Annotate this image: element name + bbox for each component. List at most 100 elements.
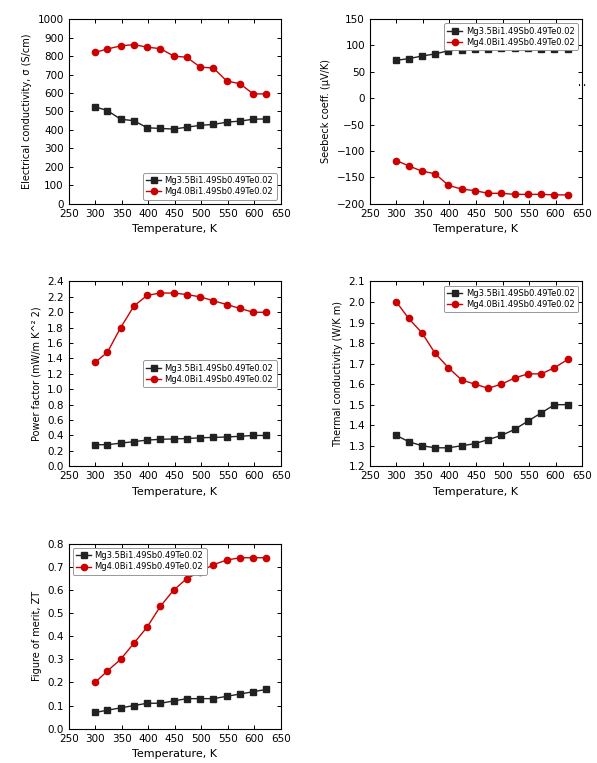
Mg4.0Bi1.49Sb0.49Te0.02 — [250, 553, 257, 562]
Mg3.5Bi1.49Sb0.49Te0.02 — [250, 687, 257, 697]
Mg4.0Bi1.49Sb0.49Te0.02 — [458, 185, 465, 194]
Line: Mg3.5Bi1.49Sb0.49Te0.02: Mg3.5Bi1.49Sb0.49Te0.02 — [92, 104, 270, 132]
Mg3.5Bi1.49Sb0.49Te0.02 — [432, 443, 439, 452]
Mg4.0Bi1.49Sb0.49Te0.02 — [143, 43, 150, 52]
Mg3.5Bi1.49Sb0.49Te0.02 — [511, 425, 518, 434]
Mg3.5Bi1.49Sb0.49Te0.02 — [511, 43, 518, 53]
Mg4.0Bi1.49Sb0.49Te0.02 — [223, 300, 230, 309]
Mg4.0Bi1.49Sb0.49Te0.02 — [551, 190, 558, 199]
Mg4.0Bi1.49Sb0.49Te0.02 — [236, 304, 244, 313]
Mg4.0Bi1.49Sb0.49Te0.02 — [472, 186, 479, 195]
Mg3.5Bi1.49Sb0.49Te0.02 — [104, 706, 111, 715]
Mg3.5Bi1.49Sb0.49Te0.02 — [458, 441, 465, 450]
Mg4.0Bi1.49Sb0.49Te0.02 — [564, 190, 571, 199]
Mg4.0Bi1.49Sb0.49Te0.02 — [418, 328, 426, 337]
Mg3.5Bi1.49Sb0.49Te0.02 — [130, 116, 137, 125]
Mg3.5Bi1.49Sb0.49Te0.02 — [143, 436, 150, 445]
Mg4.0Bi1.49Sb0.49Te0.02 — [210, 560, 217, 569]
Mg3.5Bi1.49Sb0.49Te0.02 — [551, 44, 558, 53]
Mg3.5Bi1.49Sb0.49Te0.02 — [104, 440, 111, 449]
Mg3.5Bi1.49Sb0.49Te0.02 — [236, 690, 244, 699]
Mg3.5Bi1.49Sb0.49Te0.02 — [250, 114, 257, 124]
Mg3.5Bi1.49Sb0.49Te0.02 — [157, 699, 164, 708]
Mg3.5Bi1.49Sb0.49Te0.02 — [418, 441, 426, 450]
Mg3.5Bi1.49Sb0.49Te0.02 — [223, 118, 230, 127]
Line: Mg3.5Bi1.49Sb0.49Te0.02: Mg3.5Bi1.49Sb0.49Te0.02 — [393, 45, 571, 63]
Mg4.0Bi1.49Sb0.49Te0.02 — [170, 585, 177, 594]
Mg3.5Bi1.49Sb0.49Te0.02 — [263, 685, 270, 694]
Mg3.5Bi1.49Sb0.49Te0.02 — [170, 697, 177, 706]
Mg3.5Bi1.49Sb0.49Te0.02 — [210, 433, 217, 442]
Mg3.5Bi1.49Sb0.49Te0.02 — [183, 123, 190, 132]
Mg3.5Bi1.49Sb0.49Te0.02 — [196, 433, 204, 443]
Mg4.0Bi1.49Sb0.49Te0.02 — [485, 188, 492, 198]
Mg4.0Bi1.49Sb0.49Te0.02 — [432, 349, 439, 358]
Mg3.5Bi1.49Sb0.49Te0.02 — [130, 437, 137, 446]
Mg3.5Bi1.49Sb0.49Te0.02 — [472, 44, 479, 53]
Mg4.0Bi1.49Sb0.49Te0.02 — [183, 574, 190, 583]
Mg3.5Bi1.49Sb0.49Te0.02 — [170, 434, 177, 443]
Mg3.5Bi1.49Sb0.49Te0.02 — [117, 439, 124, 448]
Mg3.5Bi1.49Sb0.49Te0.02 — [143, 123, 150, 132]
Mg4.0Bi1.49Sb0.49Te0.02 — [498, 188, 505, 198]
Mg3.5Bi1.49Sb0.49Te0.02 — [91, 708, 99, 717]
Mg4.0Bi1.49Sb0.49Te0.02 — [170, 51, 177, 60]
Y-axis label: Electrical conductivity, σ (S/cm): Electrical conductivity, σ (S/cm) — [22, 34, 32, 189]
Mg3.5Bi1.49Sb0.49Te0.02 — [405, 54, 412, 63]
Mg4.0Bi1.49Sb0.49Te0.02 — [104, 44, 111, 53]
Mg4.0Bi1.49Sb0.49Te0.02 — [91, 358, 99, 367]
Mg4.0Bi1.49Sb0.49Te0.02 — [91, 678, 99, 687]
Mg4.0Bi1.49Sb0.49Te0.02 — [393, 156, 400, 165]
Mg3.5Bi1.49Sb0.49Te0.02 — [117, 114, 124, 124]
Legend: Mg3.5Bi1.49Sb0.49Te0.02, Mg4.0Bi1.49Sb0.49Te0.02: Mg3.5Bi1.49Sb0.49Te0.02, Mg4.0Bi1.49Sb0.… — [444, 23, 578, 50]
Mg4.0Bi1.49Sb0.49Te0.02 — [91, 48, 99, 57]
Mg4.0Bi1.49Sb0.49Te0.02 — [104, 666, 111, 675]
Mg4.0Bi1.49Sb0.49Te0.02 — [498, 379, 505, 388]
Mg3.5Bi1.49Sb0.49Te0.02 — [170, 124, 177, 134]
Mg4.0Bi1.49Sb0.49Te0.02 — [196, 63, 204, 72]
Mg3.5Bi1.49Sb0.49Te0.02 — [472, 439, 479, 448]
Mg3.5Bi1.49Sb0.49Te0.02 — [223, 692, 230, 701]
Mg3.5Bi1.49Sb0.49Te0.02 — [551, 400, 558, 409]
Legend: Mg3.5Bi1.49Sb0.49Te0.02, Mg4.0Bi1.49Sb0.49Te0.02: Mg3.5Bi1.49Sb0.49Te0.02, Mg4.0Bi1.49Sb0.… — [444, 285, 578, 312]
Line: Mg4.0Bi1.49Sb0.49Te0.02: Mg4.0Bi1.49Sb0.49Te0.02 — [92, 290, 270, 365]
Mg3.5Bi1.49Sb0.49Te0.02 — [196, 121, 204, 130]
Mg3.5Bi1.49Sb0.49Te0.02 — [236, 117, 244, 126]
Mg3.5Bi1.49Sb0.49Te0.02 — [564, 400, 571, 409]
Mg4.0Bi1.49Sb0.49Te0.02 — [445, 363, 452, 372]
Mg4.0Bi1.49Sb0.49Te0.02 — [157, 602, 164, 611]
Mg3.5Bi1.49Sb0.49Te0.02 — [458, 45, 465, 54]
Mg4.0Bi1.49Sb0.49Te0.02 — [130, 301, 137, 311]
Mg4.0Bi1.49Sb0.49Te0.02 — [458, 375, 465, 385]
Mg3.5Bi1.49Sb0.49Te0.02 — [210, 694, 217, 703]
Mg3.5Bi1.49Sb0.49Te0.02 — [183, 434, 190, 443]
Mg4.0Bi1.49Sb0.49Te0.02 — [196, 292, 204, 301]
Mg4.0Bi1.49Sb0.49Te0.02 — [524, 369, 531, 378]
Mg4.0Bi1.49Sb0.49Te0.02 — [263, 89, 270, 98]
Mg3.5Bi1.49Sb0.49Te0.02 — [263, 431, 270, 440]
Mg4.0Bi1.49Sb0.49Te0.02 — [485, 384, 492, 393]
Mg4.0Bi1.49Sb0.49Te0.02 — [511, 373, 518, 382]
X-axis label: Temperature, K: Temperature, K — [132, 487, 217, 497]
Mg4.0Bi1.49Sb0.49Te0.02 — [130, 40, 137, 49]
Mg3.5Bi1.49Sb0.49Te0.02 — [538, 408, 545, 417]
Mg3.5Bi1.49Sb0.49Te0.02 — [538, 44, 545, 53]
Mg3.5Bi1.49Sb0.49Te0.02 — [263, 114, 270, 124]
X-axis label: Temperature, K: Temperature, K — [132, 749, 217, 759]
Mg3.5Bi1.49Sb0.49Te0.02 — [524, 417, 531, 426]
Mg4.0Bi1.49Sb0.49Te0.02 — [210, 296, 217, 305]
Mg4.0Bi1.49Sb0.49Te0.02 — [250, 89, 257, 98]
Mg4.0Bi1.49Sb0.49Te0.02 — [117, 323, 124, 332]
Mg4.0Bi1.49Sb0.49Te0.02 — [524, 190, 531, 199]
Mg4.0Bi1.49Sb0.49Te0.02 — [170, 288, 177, 298]
Mg3.5Bi1.49Sb0.49Te0.02 — [445, 443, 452, 452]
Mg4.0Bi1.49Sb0.49Te0.02 — [564, 355, 571, 364]
Legend: Mg3.5Bi1.49Sb0.49Te0.02, Mg4.0Bi1.49Sb0.49Te0.02: Mg3.5Bi1.49Sb0.49Te0.02, Mg4.0Bi1.49Sb0.… — [143, 360, 276, 388]
Mg3.5Bi1.49Sb0.49Te0.02 — [143, 699, 150, 708]
Mg3.5Bi1.49Sb0.49Te0.02 — [157, 124, 164, 133]
Mg3.5Bi1.49Sb0.49Te0.02 — [210, 120, 217, 129]
Mg3.5Bi1.49Sb0.49Te0.02 — [485, 435, 492, 444]
Mg3.5Bi1.49Sb0.49Te0.02 — [91, 102, 99, 111]
Line: Mg3.5Bi1.49Sb0.49Te0.02: Mg3.5Bi1.49Sb0.49Te0.02 — [92, 433, 270, 448]
Mg4.0Bi1.49Sb0.49Te0.02 — [223, 76, 230, 85]
